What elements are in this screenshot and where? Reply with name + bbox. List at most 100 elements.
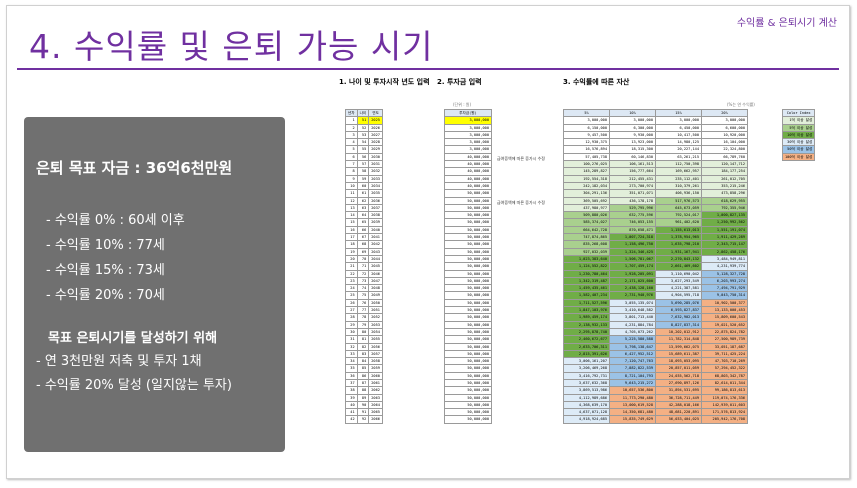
table-cell: 961,402,620 <box>655 218 702 227</box>
table-cell: 18,093,053,095 <box>655 357 702 366</box>
table-cell: 618,629,955 <box>701 196 748 205</box>
table-cell: 22,324,800 <box>701 145 748 154</box>
table-cell: 436,178,178 <box>609 196 656 205</box>
table-cell: 82,614,011,344 <box>701 378 748 388</box>
table-cell: 517,976,573 <box>655 196 702 205</box>
table-cell: 61 <box>356 189 370 198</box>
table-row: 2,138,932,133 4,231,884,784 8,827,837,314 1… <box>563 320 748 329</box>
table-cell: 2061 <box>368 378 383 388</box>
table-cell: 2,661,469,602 <box>655 262 702 271</box>
table-row: 50,000,000 <box>444 262 492 271</box>
table-cell: 68 <box>356 240 370 249</box>
table-cell: 50,000,000 <box>444 211 492 220</box>
table-cell: 632,775,596 <box>609 211 656 220</box>
table-cell: 3,000,000 <box>444 116 492 125</box>
table-cell: 7,494,791,929 <box>701 284 748 293</box>
table-row: 2 52 2026 <box>345 123 383 132</box>
table-cell: 19,021,520,652 <box>701 320 748 329</box>
table-cell: 2034 <box>368 181 383 191</box>
table-row: 20 70 2044 <box>345 254 383 264</box>
table-cell: 792,355,946 <box>701 203 748 213</box>
table-cell: 28 <box>345 313 358 322</box>
table-cell: 3,000,000 <box>655 116 702 125</box>
title-divider <box>17 68 839 70</box>
table-cell: 184,177,254 <box>701 167 748 176</box>
table-row: 3,000,000 <box>444 138 492 147</box>
table-cell: 88 <box>356 386 370 395</box>
table-row: 50,000,000 <box>444 254 492 264</box>
table-cell: 3,006,161,207 <box>563 357 610 366</box>
table-cell: 2026 <box>368 123 383 132</box>
investment-table: 투자금(원) 3,000,000 3,000,000 3,000,000 3,000,… <box>444 108 492 424</box>
table-row: 4,368,639,170 13,000,619,528 42,288,018,16… <box>563 400 748 410</box>
table-row: 2,815,391,626 6,427,952,512 15,689,611,387… <box>563 349 748 359</box>
table-cell: 1,158,496,750 <box>609 240 656 249</box>
table-cell: 2028 <box>368 138 383 147</box>
table-cell: 3,000,000 <box>444 145 492 154</box>
table-cell: 2053 <box>368 320 383 329</box>
table-row: 50,000,000 <box>444 342 492 351</box>
table-cell: 15 <box>345 218 358 227</box>
table-row: 8 58 2032 <box>345 167 383 176</box>
color-index-row: 1억 이상 달성 <box>781 116 816 125</box>
table-cell: 747,874,865 <box>563 233 610 242</box>
table-cell: 57 <box>356 160 370 169</box>
table-row: 50,000,000 <box>444 203 492 213</box>
table-cell: 50,000,000 <box>444 349 492 359</box>
table-row: 1,711,527,596 3,055,135,074 5,690,285,076 1… <box>563 298 748 308</box>
unit-note-left: (단위 : 원) <box>453 102 472 107</box>
table-cell: 3,000,000 <box>444 123 492 132</box>
table-row: 35 85 2059 <box>345 364 383 373</box>
table-cell: 4,904,595,718 <box>655 291 702 300</box>
table-cell: 15,809,600,543 <box>701 313 748 322</box>
table-cell: 37 <box>345 378 358 388</box>
table-cell: 835,268,608 <box>563 240 610 249</box>
table-cell: 71 <box>356 262 370 271</box>
table-row: 12,930,375 13,923,000 14,980,125 16,104,000 <box>563 138 748 147</box>
table-cell: 2,138,932,133 <box>563 320 610 329</box>
table-cell: 273,700,974 <box>609 181 656 191</box>
color-index-row: 100억 이상 달성 <box>781 152 816 162</box>
unit-note-right: (%는 연 수익률) <box>727 102 755 107</box>
table-cell: 50,000,000 <box>444 247 492 256</box>
table-cell: 12 <box>345 196 358 205</box>
table-cell: 3 <box>345 130 358 140</box>
table-cell: 2051 <box>368 305 383 315</box>
table-row: 2,633,706,311 5,798,138,647 13,599,662,075… <box>563 342 748 351</box>
table-row: 927,032,039 1,324,346,425 1,931,167,941 2,8… <box>563 247 748 256</box>
table-row: 1,847,103,976 3,410,648,582 6,593,827,837 1… <box>563 305 748 315</box>
table-cell: 77 <box>356 305 370 315</box>
color-index-row: 50억 이상 달성 <box>781 145 816 154</box>
table-row: 31 81 2055 <box>345 335 383 344</box>
table-row: 34 84 2058 <box>345 357 383 366</box>
table-cell: 2039 <box>368 218 383 227</box>
table-cell: 2052 <box>368 313 383 322</box>
table-cell: 78 <box>356 313 370 322</box>
table-cell: 1,324,346,425 <box>609 247 656 256</box>
table-cell: 2 <box>345 123 358 132</box>
table-cell: 89 <box>356 393 370 402</box>
table-cell: 27,500,989,739 <box>701 335 748 344</box>
table-cell: 2027 <box>368 130 383 140</box>
table-cell: 8,721,104,793 <box>609 371 656 381</box>
color-index-item: 5억 이상 달성 <box>781 123 816 132</box>
color-index-item: 1억 이상 달성 <box>781 116 816 125</box>
table-cell: 50,000,000 <box>444 408 492 417</box>
table-row: 437,980,977 529,795,996 645,673,059 792,355… <box>563 203 748 213</box>
table-row: 19 69 2043 <box>345 247 383 256</box>
table-cell: 50,000,000 <box>444 327 492 337</box>
table-row: 26 76 2050 <box>345 298 383 308</box>
table-cell: 11,782,314,848 <box>655 335 702 344</box>
table-cell: 16 <box>345 225 358 235</box>
table-cell: 50,000,000 <box>444 320 492 329</box>
table-cell: 156,777,664 <box>609 167 656 176</box>
table-cell: 3,206,469,268 <box>563 364 610 373</box>
rate-line-0: - 수익률 0% : 60세 이후 <box>46 213 185 228</box>
table-cell: 4,231,939,774 <box>701 262 748 271</box>
table-row: 1,023,383,640 1,506,781,067 2,270,843,132 3… <box>563 254 748 264</box>
table-cell: 5,798,138,647 <box>609 342 656 351</box>
table-row: 3,637,632,368 9,643,215,272 27,690,897,126… <box>563 378 748 388</box>
section-1-label: 1. 나이 및 투자시작 년도 입력 <box>339 78 430 86</box>
table-row: 29 79 2053 <box>345 320 383 329</box>
table-cell: 6,593,827,837 <box>655 305 702 315</box>
